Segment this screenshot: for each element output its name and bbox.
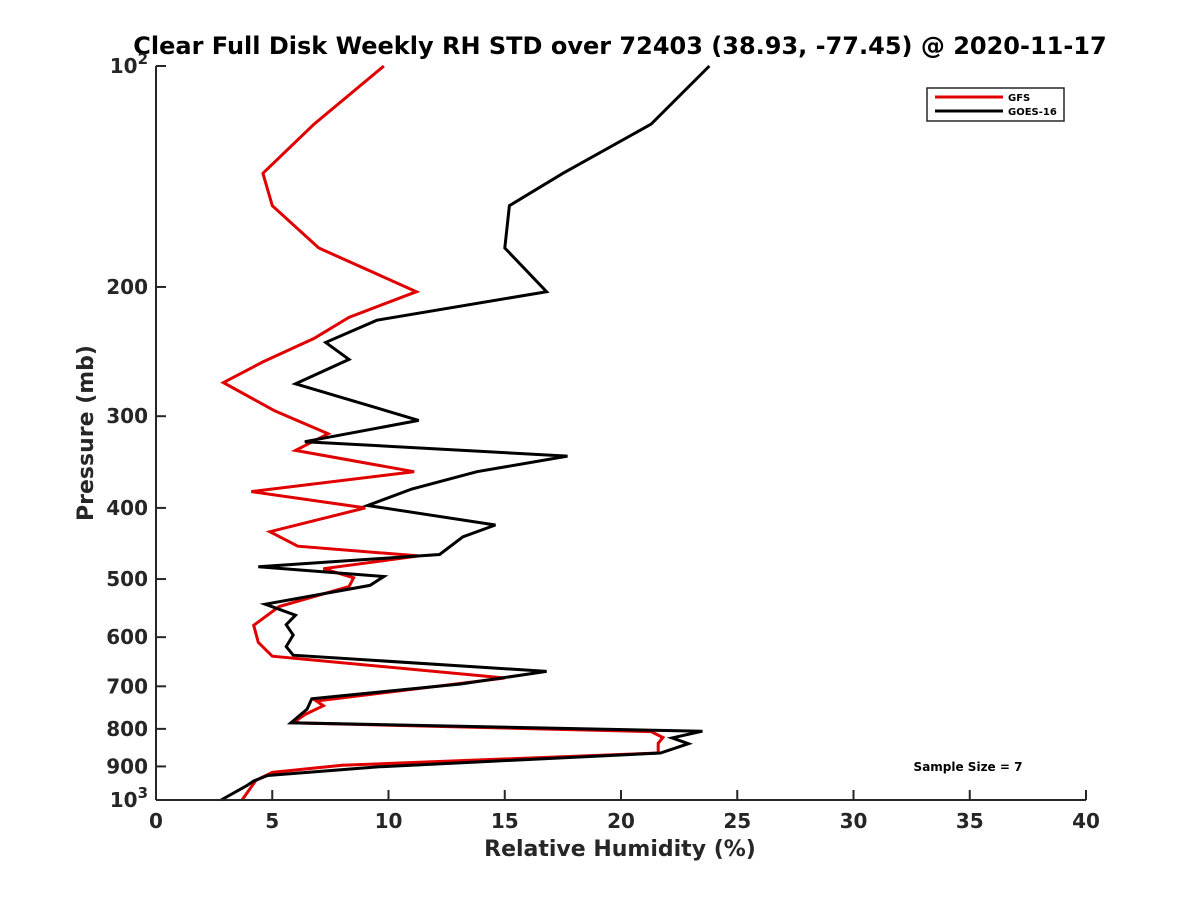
x-tick-label: 0 xyxy=(149,809,163,833)
sample-size-annotation: Sample Size = 7 xyxy=(914,760,1023,774)
x-tick-label: 10 xyxy=(375,809,403,833)
y-tick-label: 500 xyxy=(106,567,148,591)
y-tick-label: 800 xyxy=(106,717,148,741)
series-line-gfs xyxy=(220,64,666,801)
x-axis-ticks: 0 5 10 15 20 25 30 35 40 xyxy=(149,790,1100,833)
y-tick-label: 600 xyxy=(106,625,148,649)
x-tick-label: 40 xyxy=(1072,809,1100,833)
x-tick-label: 20 xyxy=(607,809,635,833)
legend-label: GOES-16 xyxy=(1008,107,1057,118)
y-tick-label: 700 xyxy=(106,674,148,698)
x-tick-label: 35 xyxy=(956,809,984,833)
x-tick-label: 30 xyxy=(840,809,868,833)
y-tick-label: 102 xyxy=(110,50,148,78)
series-line-goes-16 xyxy=(220,64,711,802)
y-tick-label: 900 xyxy=(106,754,148,778)
y-tick-label: 400 xyxy=(106,496,148,520)
legend: GFS GOES-16 xyxy=(926,87,1065,122)
legend-box xyxy=(926,87,1065,122)
y-axis-label: Pressure (mb) xyxy=(74,345,99,521)
x-axis-label: Relative Humidity (%) xyxy=(484,837,756,862)
legend-label: GFS xyxy=(1008,93,1030,104)
chart-title: Clear Full Disk Weekly RH STD over 72403… xyxy=(133,32,1106,60)
y-axis-ticks: 102 200 300 400 500 600 700 800 900 103 xyxy=(106,50,166,812)
x-tick-label: 5 xyxy=(265,809,279,833)
plot-lines xyxy=(220,64,711,802)
x-tick-label: 25 xyxy=(723,809,751,833)
y-tick-label: 103 xyxy=(110,784,148,812)
x-tick-label: 15 xyxy=(491,809,519,833)
y-tick-label: 200 xyxy=(106,275,148,299)
y-tick-label: 300 xyxy=(106,404,148,428)
